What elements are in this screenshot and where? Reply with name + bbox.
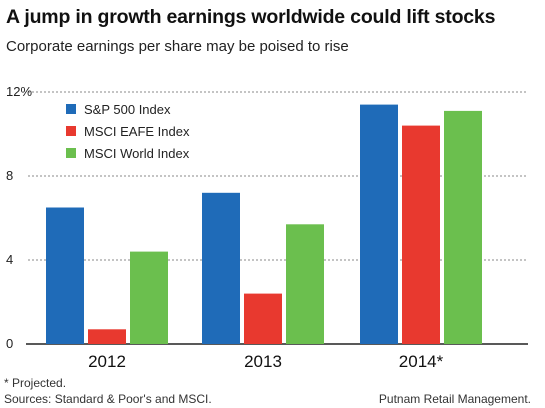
footnote-projected: * Projected.: [4, 376, 67, 390]
x-tick-label: 2012: [88, 352, 126, 371]
x-tick-label: 2014*: [399, 352, 444, 371]
bar: [202, 192, 240, 344]
bar: [46, 207, 84, 344]
bar: [244, 293, 282, 344]
bar: [130, 251, 168, 344]
chart-subtitle: Corporate earnings per share may be pois…: [6, 38, 349, 55]
legend-label: MSCI World Index: [84, 146, 190, 161]
bar: [444, 110, 482, 345]
bar: [286, 224, 324, 344]
y-tick-label: 4: [6, 252, 13, 267]
chart-title: A jump in growth earnings worldwide coul…: [6, 6, 496, 28]
y-tick-label: 12%: [6, 84, 32, 99]
bar: [88, 329, 126, 344]
legend-swatch: [66, 148, 76, 158]
y-tick-label: 8: [6, 168, 13, 183]
legend-label: S&P 500 Index: [84, 102, 171, 117]
legend-swatch: [66, 126, 76, 136]
y-tick-label: 0: [6, 336, 13, 351]
x-tick-label: 2013: [244, 352, 282, 371]
bar: [360, 104, 398, 344]
legend-swatch: [66, 104, 76, 114]
bar: [402, 125, 440, 344]
footnote-credit: Putnam Retail Management.: [378, 392, 531, 406]
legend-label: MSCI EAFE Index: [84, 124, 190, 139]
footnote-sources: Sources: Standard & Poor's and MSCI.: [4, 392, 212, 406]
